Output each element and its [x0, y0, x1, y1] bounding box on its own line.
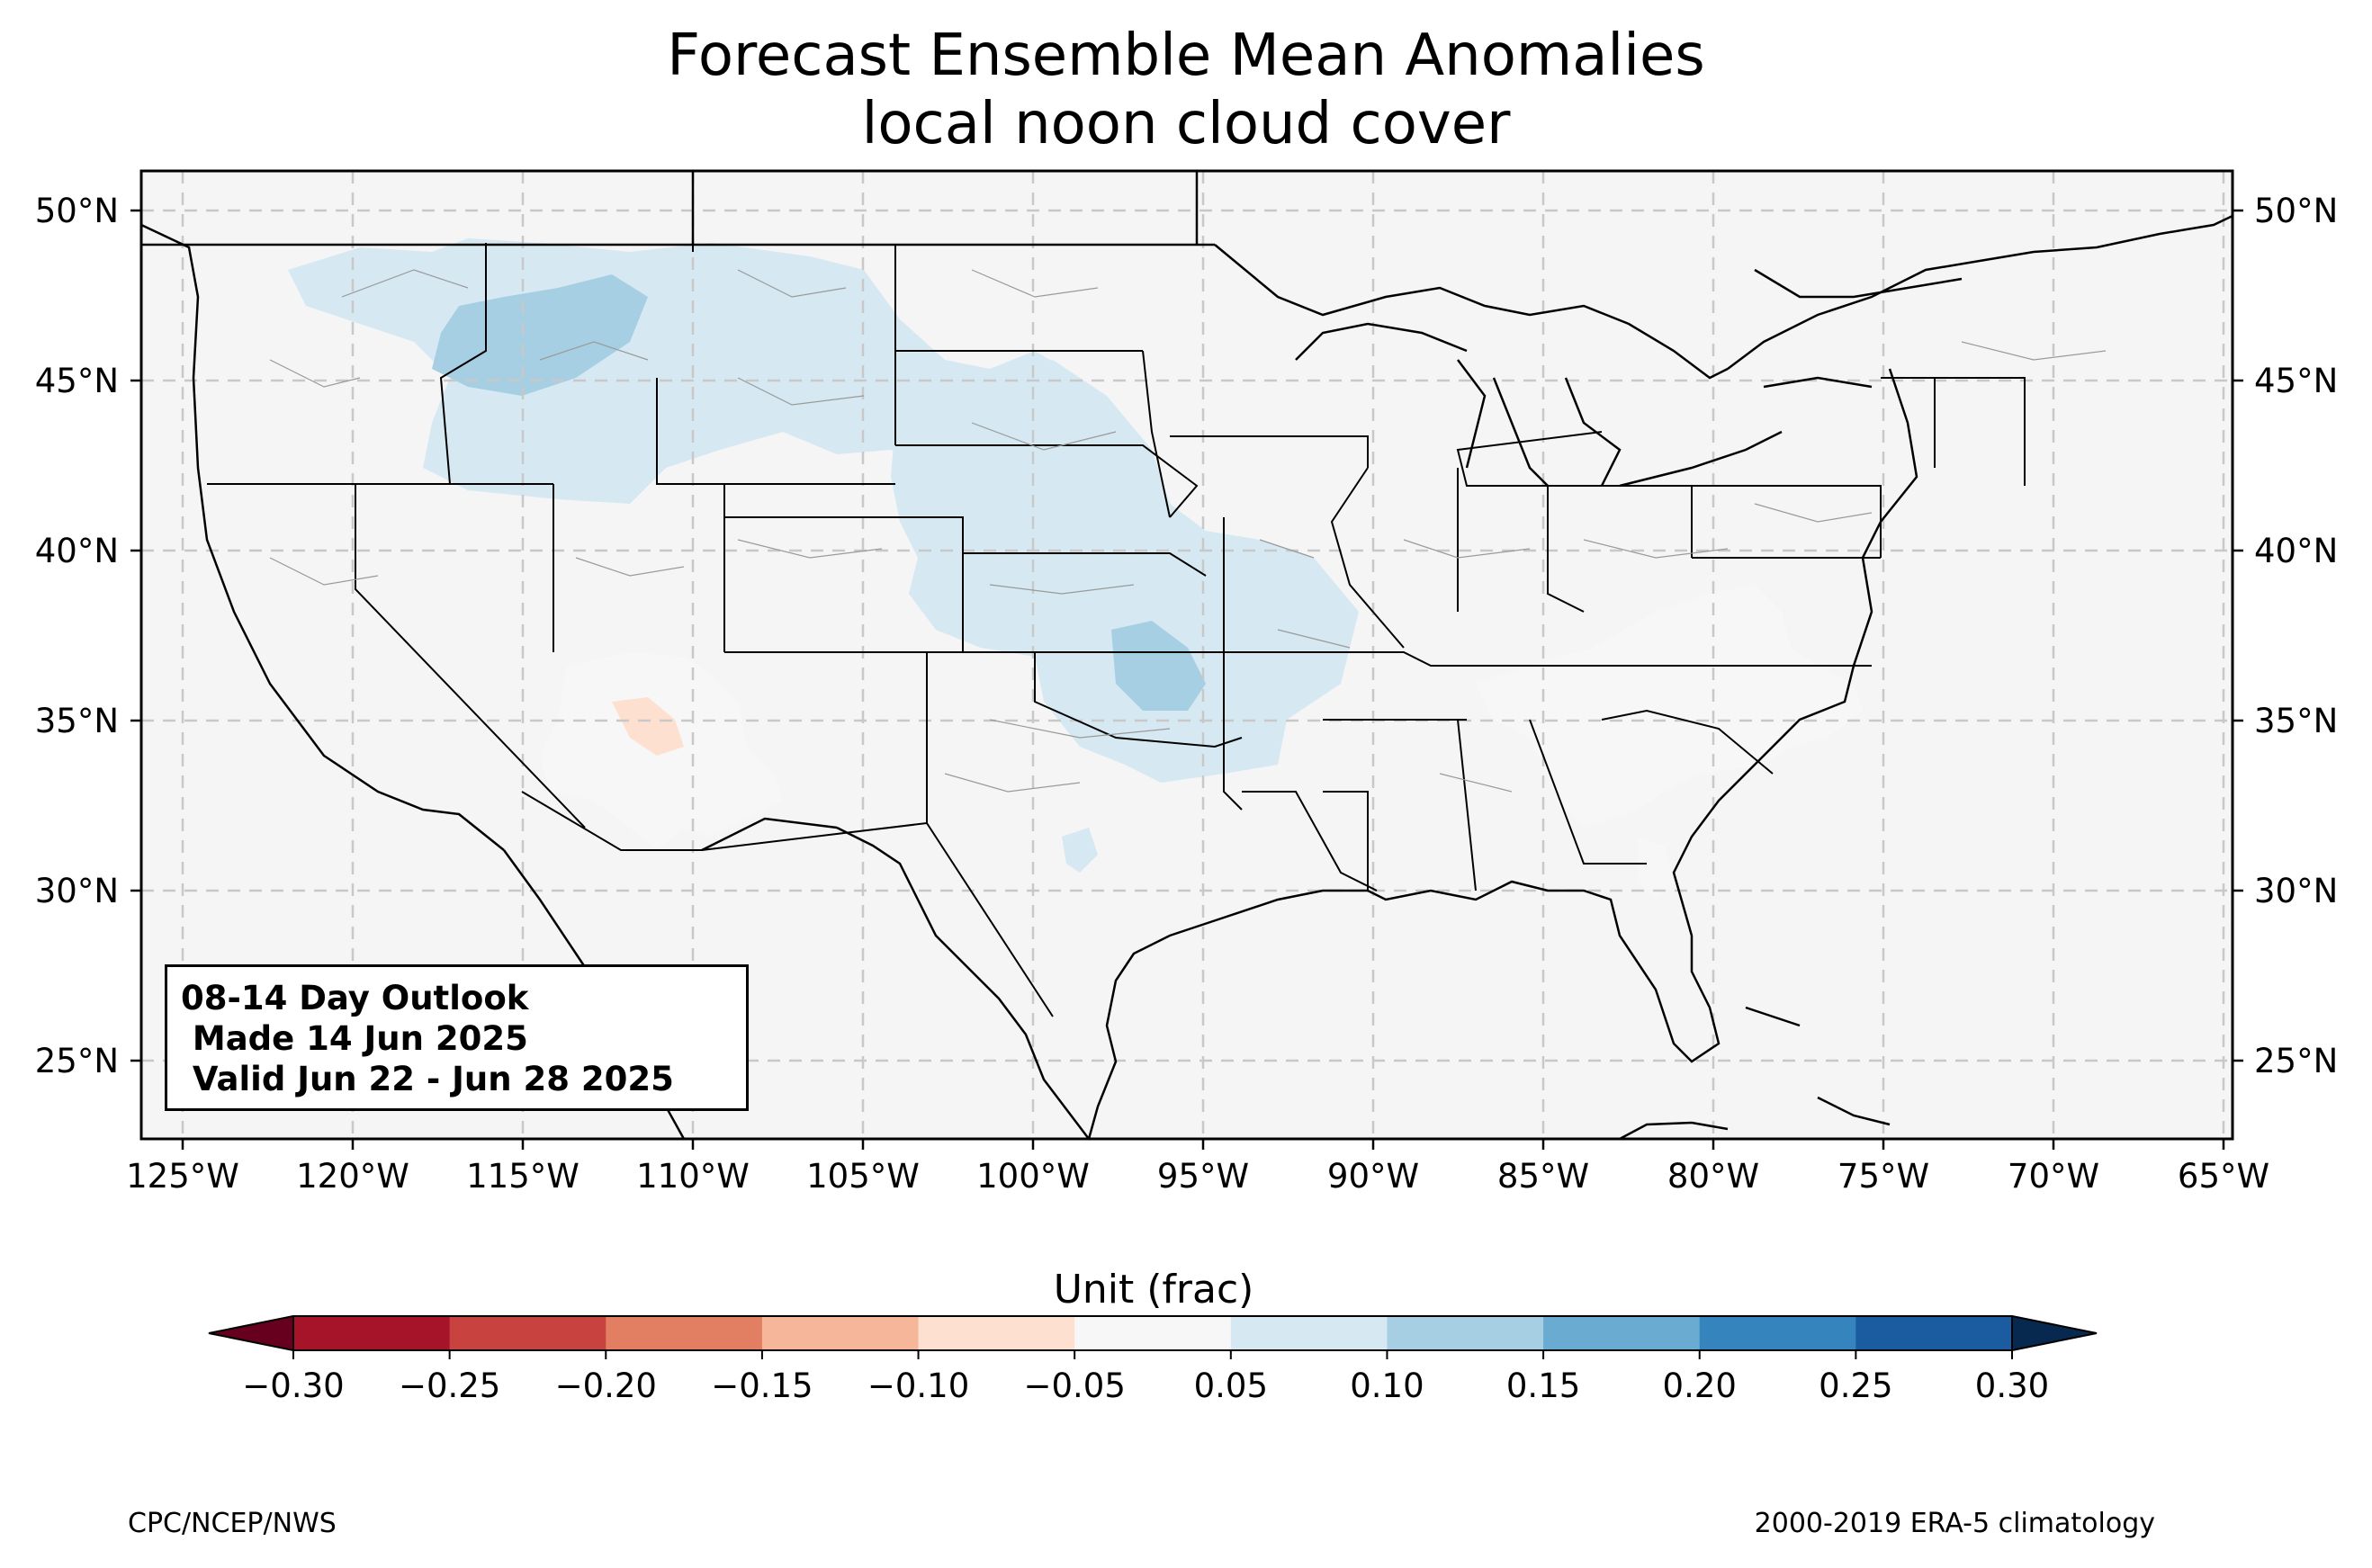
colorbar-segment	[1387, 1316, 1544, 1350]
map-title-line2: local noon cloud cover	[861, 91, 1511, 157]
climatology-note: 2000-2019 ERA-5 climatology	[1754, 1508, 2155, 1539]
colorbar-extension-frame-right	[2011, 1315, 2098, 1351]
lat-tick-label: 40°N	[35, 532, 119, 570]
lat-tick-label: 30°N	[2254, 872, 2338, 910]
tick-marks	[130, 209, 2243, 1150]
colorbar-tick-label: 0.25	[1819, 1366, 1892, 1405]
colorbar-over-extension	[2012, 1316, 2097, 1350]
colorbar-tick-label: 0.15	[1506, 1366, 1580, 1405]
anomaly-region-central-plains	[891, 360, 1359, 783]
lon-tick-label: 110°W	[636, 1157, 750, 1196]
outlook-info-box: 08-14 Day Outlook Made 14 Jun 2025 Valid…	[165, 964, 749, 1111]
lat-tick-labels-right: 50°N 45°N 40°N 35°N 30°N 25°N	[2254, 192, 2338, 1080]
lon-tick-label: 120°W	[296, 1157, 409, 1196]
anomaly-region-southeast	[1476, 585, 1863, 828]
colorbar-under-extension	[209, 1316, 293, 1350]
lon-tick-labels: 125°W 120°W 115°W 110°W 105°W 100°W 95°W…	[126, 1157, 2269, 1196]
lat-tick-label: 35°N	[2254, 702, 2338, 740]
colorbar-tick-label: 0.10	[1350, 1366, 1424, 1405]
map-frame	[139, 169, 2234, 1141]
anomaly-region-arizona-core	[612, 697, 684, 756]
lon-tick-label: 100°W	[976, 1157, 1090, 1196]
colorbar-tick-label: 0.20	[1663, 1366, 1737, 1405]
colorbar-tick-label: −0.30	[242, 1366, 344, 1405]
lat-tick-label: 45°N	[2254, 362, 2338, 400]
lon-tick-label: 95°W	[1157, 1157, 1249, 1196]
anomaly-region-northern-rockies	[1062, 828, 1098, 873]
lon-tick-label: 90°W	[1327, 1157, 1419, 1196]
lon-tick-label: 80°W	[1667, 1157, 1759, 1196]
lat-tick-label: 35°N	[35, 702, 119, 740]
colorbar-extension-frame-left	[208, 1315, 294, 1351]
lat-tick-label: 30°N	[35, 872, 119, 910]
lat-tick-label: 45°N	[35, 362, 119, 400]
lat-tick-label: 40°N	[2254, 532, 2338, 570]
colorbar-segment	[1074, 1316, 1232, 1350]
colorbar-segment	[761, 1316, 920, 1350]
outlook-valid-range: Valid Jun 22 - Jun 28 2025	[181, 1060, 674, 1098]
map-title-line1: Forecast Ensemble Mean Anomalies	[667, 22, 1705, 89]
colorbar-tick-label: −0.10	[867, 1366, 969, 1405]
colorbar-tick-label: −0.15	[711, 1366, 813, 1405]
minor-boundaries	[269, 269, 2107, 793]
colorbar-segment	[1855, 1316, 2013, 1350]
source-credit: CPC/NCEP/NWS	[128, 1508, 337, 1539]
lat-tick-label: 50°N	[35, 192, 119, 230]
lon-tick-label: 75°W	[1837, 1157, 1929, 1196]
colorbar-segment	[606, 1316, 763, 1350]
outlook-made-date: Made 14 Jun 2025	[181, 1019, 528, 1058]
colorbar-segment	[293, 1316, 451, 1350]
lat-tick-labels-left: 50°N 45°N 40°N 35°N 30°N 25°N	[35, 192, 119, 1080]
colorbar-segment	[1230, 1316, 1388, 1350]
lon-tick-label: 85°W	[1497, 1157, 1589, 1196]
colorbar-segment	[449, 1316, 606, 1350]
lon-tick-label: 115°W	[466, 1157, 580, 1196]
anomaly-region-kansas-oklahoma-core	[1111, 621, 1206, 711]
colorbar-tick-label: −0.25	[399, 1366, 500, 1405]
lat-tick-label: 25°N	[35, 1042, 119, 1080]
anomaly-region-southeast	[1638, 837, 1674, 900]
lon-tick-label: 65°W	[2178, 1157, 2269, 1196]
lon-tick-label: 125°W	[126, 1157, 239, 1196]
lon-tick-label: 70°W	[2008, 1157, 2099, 1196]
colorbar-segment	[1699, 1316, 1856, 1350]
colorbar-tick-label: −0.05	[1023, 1366, 1125, 1405]
colorbar-frame	[292, 1315, 2013, 1351]
colorbar: −0.30 −0.25 −0.20 −0.15 −0.10 −0.05 0.05 0.10 0.…	[208, 1315, 2098, 1405]
colorbar-tick-label: 0.30	[1975, 1366, 2049, 1405]
colorbar-label: Unit (frac)	[1053, 1267, 1254, 1313]
colorbar-segment	[918, 1316, 1075, 1350]
lat-tick-label: 25°N	[2254, 1042, 2338, 1080]
lat-tick-label: 50°N	[2254, 192, 2338, 230]
colorbar-tick-label: −0.20	[555, 1366, 657, 1405]
lon-tick-label: 105°W	[806, 1157, 920, 1196]
colorbar-tick-label: 0.05	[1194, 1366, 1268, 1405]
outlook-period: 08-14 Day Outlook	[181, 979, 529, 1017]
colorbar-segment	[1543, 1316, 1701, 1350]
